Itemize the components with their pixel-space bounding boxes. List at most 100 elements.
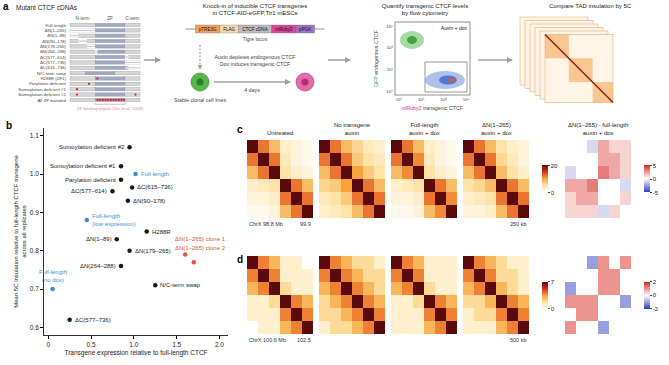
svg-text:ΔC(615–736): ΔC(615–736) [40, 65, 67, 70]
svg-text:a: a [3, 1, 9, 12]
svg-text:2: 2 [653, 279, 657, 285]
svg-text:1.1: 1.1 [30, 132, 39, 139]
svg-text:Auxin depletes endogenous CTCF: Auxin depletes endogenous CTCF [215, 54, 297, 60]
svg-text:ΔC(577–736): ΔC(577–736) [75, 317, 111, 323]
svg-text:ΔN(1–265) clone 2: ΔN(1–265) clone 2 [175, 245, 226, 251]
svg-text:C-term: C-term [125, 16, 139, 21]
svg-text:Sumoylation deficient #2: Sumoylation deficient #2 [59, 144, 125, 150]
svg-text:10⁵: 10⁵ [386, 24, 393, 29]
svg-text:ΔN(1–265) - full-lengthauxin +: ΔN(1–265) - full-lengthauxin + dox [568, 122, 628, 136]
svg-text:10³: 10³ [440, 97, 447, 102]
svg-text:ChrX 100.6 Mb: ChrX 100.6 Mb [249, 337, 286, 343]
svg-text:ChrX 98.8 Mb: ChrX 98.8 Mb [249, 221, 283, 227]
svg-text:N-term: N-term [76, 16, 90, 21]
svg-text:20: 20 [551, 163, 558, 169]
svg-text:Full-length(low expression): Full-length(low expression) [92, 213, 136, 227]
svg-text:ΔN(90–178): ΔN(90–178) [133, 198, 165, 204]
svg-text:0: 0 [653, 176, 657, 182]
svg-text:CTCF cDNA: CTCF cDNA [242, 27, 268, 32]
svg-text:ΔN(179–265): ΔN(179–265) [135, 248, 171, 254]
svg-text:by flow cytometry: by flow cytometry [402, 10, 448, 16]
svg-text:N/C-term swap: N/C-term swap [37, 71, 67, 76]
svg-text:Parylation deficient: Parylation deficient [65, 177, 116, 183]
svg-text:102.5: 102.5 [297, 337, 311, 343]
svg-text:500 kb: 500 kb [510, 337, 527, 343]
svg-text:pPGK: pPGK [299, 27, 312, 32]
svg-text:H288R (ZF1): H288R (ZF1) [40, 76, 66, 81]
svg-text:Auxin + dox: Auxin + dox [441, 25, 468, 31]
svg-text:ΔN(1–265)auxin + dox: ΔN(1–265)auxin + dox [481, 122, 512, 136]
svg-text:4 days: 4 days [244, 87, 260, 93]
svg-text:ΔN(264–288): ΔN(264–288) [80, 263, 116, 269]
svg-text:Sumoylation deficient #1: Sumoylation deficient #1 [18, 87, 66, 92]
svg-text:-2: -2 [653, 306, 659, 312]
svg-text:Transgene expression relative: Transgene expression relative to full-le… [64, 349, 207, 357]
svg-text:ZF: ZF [107, 16, 113, 21]
svg-text:ZF binding region (Xie et al.: ZF binding region (Xie et al. 2008) [77, 106, 144, 111]
svg-text:Full-length: Full-length [46, 23, 67, 28]
svg-text:0: 0 [551, 190, 555, 196]
svg-text:99.9: 99.9 [300, 221, 311, 227]
svg-text:2.0: 2.0 [215, 341, 224, 348]
svg-text:GFP endogenous CTCF: GFP endogenous CTCF [373, 29, 379, 87]
svg-text:ΔN(1–89): ΔN(1–89) [86, 236, 112, 242]
svg-text:Full-lengthauxin + dox: Full-lengthauxin + dox [409, 122, 440, 136]
svg-text:10¹: 10¹ [418, 97, 425, 102]
svg-text:1.0: 1.0 [129, 341, 138, 348]
svg-text:d: d [237, 254, 243, 265]
svg-text:7: 7 [551, 279, 555, 285]
svg-text:ΔN(90–178): ΔN(90–178) [42, 39, 66, 44]
svg-text:0.8: 0.8 [30, 247, 39, 254]
svg-text:ΔC(577–614): ΔC(577–614) [71, 188, 107, 194]
svg-text:Untreated: Untreated [267, 130, 293, 136]
svg-text:N/C-term swap: N/C-term swap [160, 282, 201, 288]
svg-text:Sumoylation deficient #2: Sumoylation deficient #2 [18, 92, 66, 97]
svg-text:10⁰: 10⁰ [396, 97, 403, 102]
svg-text:Sumoylation deficient #1: Sumoylation deficient #1 [50, 163, 116, 169]
svg-text:ΔC(577–614): ΔC(577–614) [40, 55, 67, 60]
svg-text:mRuby2 transgenic CTCF: mRuby2 transgenic CTCF [402, 105, 464, 111]
svg-text:10⁰: 10⁰ [386, 89, 393, 94]
svg-text:Full-length: Full-length [141, 171, 169, 177]
svg-text:0: 0 [653, 292, 657, 298]
svg-text:FLAG: FLAG [223, 27, 235, 32]
svg-text:1.0: 1.0 [30, 170, 39, 177]
svg-text:H288R: H288R [152, 229, 171, 235]
svg-text:10¹: 10¹ [387, 67, 394, 72]
svg-text:mRuby2: mRuby2 [275, 27, 293, 32]
svg-text:ΔN(264–288): ΔN(264–288) [40, 49, 67, 54]
svg-text:in CTCF-AID-eGFP,Tir1 mESCs: in CTCF-AID-eGFP,Tir1 mESCs [212, 10, 297, 16]
svg-text:b: b [6, 120, 12, 131]
svg-text:0.7: 0.7 [30, 285, 39, 292]
svg-text:Parylation deficient: Parylation deficient [29, 81, 67, 86]
svg-text:-5: -5 [653, 190, 659, 196]
svg-text:ΔN(179–265): ΔN(179–265) [40, 44, 67, 49]
svg-text:ΔN(1–89): ΔN(1–89) [47, 33, 66, 38]
svg-text:0.9: 0.9 [30, 209, 39, 216]
svg-text:0: 0 [551, 306, 555, 312]
svg-text:ΔN(1–265) clone 1: ΔN(1–265) clone 1 [175, 236, 226, 242]
svg-text:250 kb: 250 kb [510, 221, 527, 227]
svg-text:All ZF mutated: All ZF mutated [37, 98, 66, 103]
svg-text:10⁵: 10⁵ [463, 97, 470, 102]
svg-text:Dox induces transgenic CTCF: Dox induces transgenic CTCF [220, 61, 291, 67]
svg-text:Quantify transgenic CTCF level: Quantify transgenic CTCF levels [382, 3, 468, 9]
svg-text:ΔC(615–736): ΔC(615–736) [137, 184, 173, 190]
svg-text:c: c [237, 124, 243, 135]
svg-text:Full-length(no dox): Full-length(no dox) [39, 269, 67, 283]
svg-text:5: 5 [653, 163, 657, 169]
svg-text:Stable clonal cell lines: Stable clonal cell lines [174, 97, 226, 103]
svg-text:0.6: 0.6 [30, 324, 39, 331]
svg-text:Tigre locus: Tigre locus [243, 36, 268, 42]
svg-text:Compare TAD insulation by 5C: Compare TAD insulation by 5C [549, 3, 632, 9]
svg-text:Mutant CTCF cDNAs: Mutant CTCF cDNAs [16, 4, 78, 11]
svg-text:0.5: 0.5 [87, 341, 96, 348]
svg-text:pTRE3G: pTRE3G [199, 27, 217, 32]
svg-text:1.5: 1.5 [172, 341, 181, 348]
svg-text:10³: 10³ [387, 45, 394, 50]
svg-text:Knock-in of inducible CTCF tra: Knock-in of inducible CTCF transgenes [203, 3, 307, 9]
svg-text:No transgeneauxin: No transgeneauxin [334, 122, 371, 136]
svg-text:ΔN(1–265): ΔN(1–265) [45, 28, 67, 33]
svg-text:Mean 5C insulation relative to: Mean 5C insulation relative to full-leng… [13, 154, 27, 307]
svg-text:0: 0 [46, 341, 50, 348]
